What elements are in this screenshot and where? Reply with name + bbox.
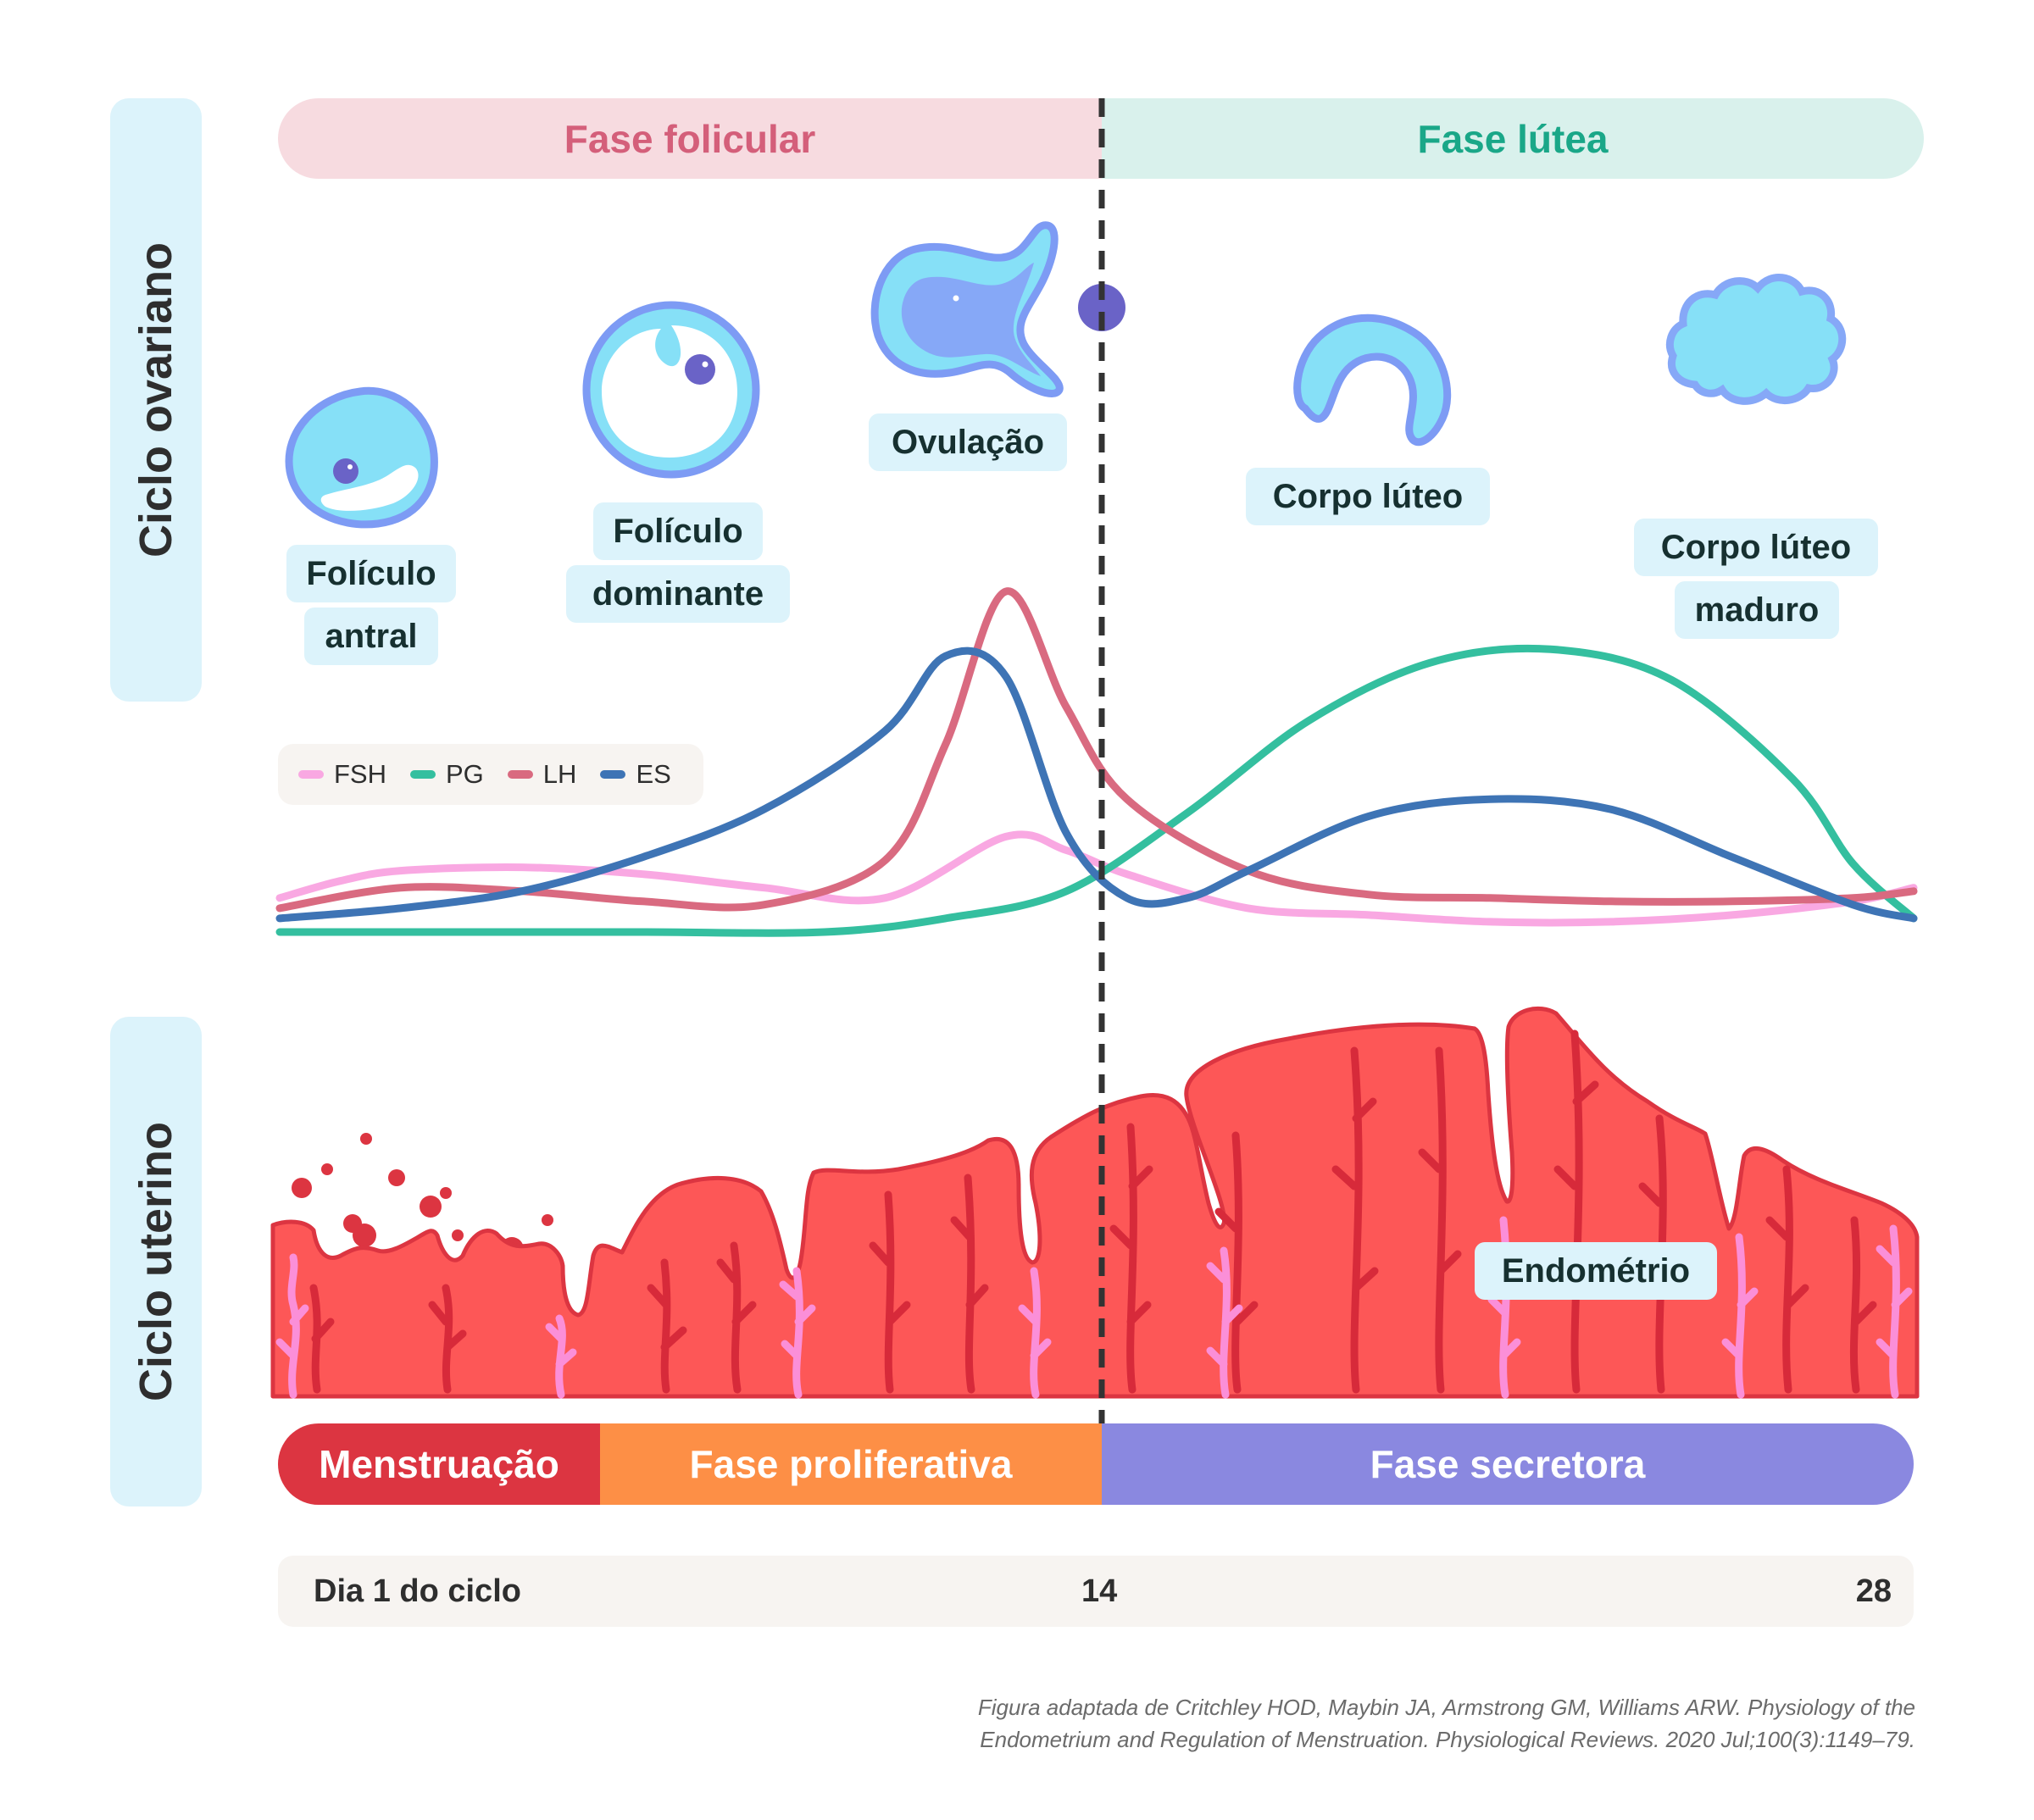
luteal-phase-label: Fase lútea (1417, 116, 1609, 161)
follicular-phase-label: Fase folicular (564, 116, 816, 161)
legend-item-pg: PG (410, 759, 484, 790)
figure-citation: Figura adaptada de Critchley HOD, Maybin… (978, 1691, 1915, 1756)
mature-corpus-luteum-label-line2: maduro (1675, 581, 1839, 639)
corpus-luteum-icon (1293, 314, 1452, 447)
luteal-phase: Fase lútea (1102, 98, 1924, 179)
uterine-phase-bar: Menstruação Fase proliferativa Fase secr… (278, 1423, 1914, 1505)
hormone-line-es (275, 646, 1918, 923)
day-14-label: 14 (1081, 1573, 1118, 1609)
antral-follicle-icon (285, 386, 438, 529)
legend-label-fsh: FSH (334, 759, 386, 789)
citation-line-1: Figura adaptada de Critchley HOD, Maybin… (977, 1695, 1915, 1720)
secretory-label: Fase secretora (1370, 1442, 1646, 1486)
cycle-day-axis: Dia 1 do ciclo 14 28 (278, 1556, 1914, 1627)
proliferative-label: Fase proliferativa (689, 1442, 1013, 1486)
dominant-follicle-icon (582, 301, 760, 479)
ovulation-icon (870, 221, 1064, 397)
legend-label-es: ES (636, 759, 671, 789)
legend-item-fsh: FSH (298, 759, 386, 790)
ovarian-phase-bar: Fase folicular Fase lútea (278, 98, 1924, 179)
day-28-label: 28 (1855, 1573, 1892, 1609)
legend-item-lh: LH (507, 759, 577, 790)
antral-follicle-label-line2: antral (304, 608, 438, 665)
ovarian-cycle-label: Ciclo ovariano (110, 98, 202, 702)
legend-label-lh: LH (542, 759, 577, 789)
secretory-phase: Fase secretora (1102, 1423, 1914, 1505)
menstruation-label: Menstruação (319, 1442, 559, 1486)
ovulation-label: Ovulação (869, 413, 1067, 471)
legend-swatch-lh (507, 770, 533, 779)
released-oocyte-icon (1078, 284, 1125, 331)
corpus-luteum-label: Corpo lúteo (1246, 468, 1490, 525)
menstruation-phase: Menstruação (278, 1423, 600, 1505)
legend-swatch-fsh (298, 770, 324, 779)
uterine-cycle-label: Ciclo uterino (110, 1017, 202, 1506)
follicular-phase: Fase folicular (278, 98, 1102, 179)
legend-label-pg: PG (446, 759, 484, 789)
legend-swatch-es (600, 770, 626, 779)
day-start-label: Dia 1 do ciclo (314, 1573, 521, 1609)
dominant-follicle-label-line1: Folículo (593, 502, 763, 560)
hormone-line-fsh (275, 830, 1918, 927)
legend-item-es: ES (600, 759, 671, 790)
antral-follicle-label-line1: Folículo (286, 545, 456, 602)
citation-line-2: Endometrium and Regulation of Menstruati… (980, 1727, 1915, 1752)
mature-corpus-luteum-label-line1: Corpo lúteo (1634, 519, 1878, 576)
legend-swatch-pg (410, 770, 436, 779)
mature-corpus-luteum-icon (1666, 274, 1847, 405)
proliferative-phase: Fase proliferativa (600, 1423, 1102, 1505)
spiral-arteries (275, 1216, 1913, 1399)
endometrium-label: Endométrio (1475, 1242, 1717, 1300)
hormone-line-lh (275, 587, 1918, 913)
dominant-follicle-label-line2: dominante (566, 565, 790, 623)
hormone-line-pg (275, 644, 1918, 937)
hormone-legend: FSH PG LH ES (278, 744, 703, 805)
